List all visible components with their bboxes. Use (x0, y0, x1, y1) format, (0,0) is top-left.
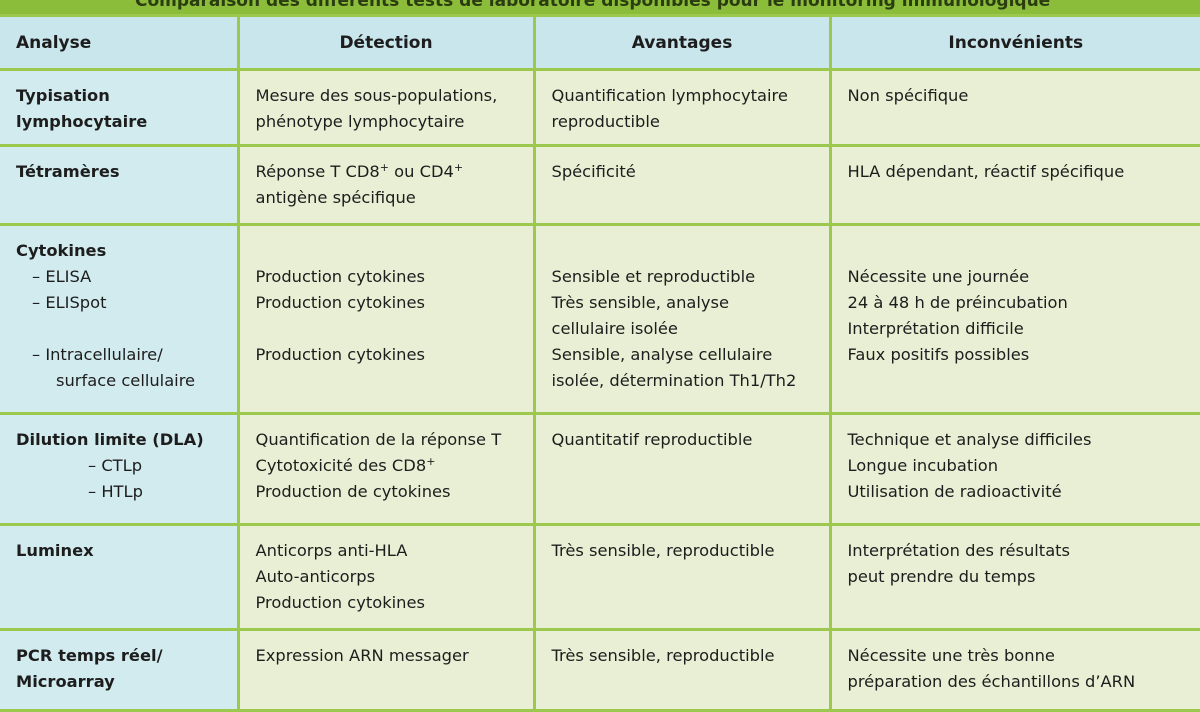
cell-inconvenients: Interprétation des résultats peut prendr… (828, 523, 1200, 631)
header-avantages: Avantages (532, 14, 832, 71)
cell-detection: Réponse T CD8+ ou CD4+ antigène spécifiq… (236, 144, 536, 226)
table-row: Tétramères Réponse T CD8+ ou CD4+ antigè… (0, 144, 1200, 226)
cell-inconvenients: HLA dépendant, réactif spécifique (828, 144, 1200, 226)
cell-avantages: Spécificité (532, 144, 832, 226)
cell-avantages: Très sensible, reproductible (532, 523, 832, 631)
header-inconvenients: Inconvénients (828, 14, 1200, 71)
table-row: Dilution limite (DLA) – CTLp – HTLp Quan… (0, 412, 1200, 526)
cell-detection: Expression ARN messager (236, 628, 536, 712)
cell-analyse: PCR temps réel/ Microarray (0, 628, 240, 712)
cell-avantages: Très sensible, reproductible (532, 628, 832, 712)
comparison-table: Analyse Détection Avantages Inconvénient… (0, 14, 1200, 712)
cell-avantages: Quantitatif reproductible (532, 412, 832, 526)
cell-analyse: Typisation lymphocytaire (0, 68, 240, 147)
cell-inconvenients: Non spécifique (828, 68, 1200, 147)
table-row: Cytokines – ELISA – ELISpot – Intracellu… (0, 223, 1200, 415)
cell-detection: Mesure des sous-populations, phénotype l… (236, 68, 536, 147)
cell-analyse: Tétramères (0, 144, 240, 226)
header-analyse: Analyse (0, 14, 240, 71)
table-row: PCR temps réel/ Microarray Expression AR… (0, 628, 1200, 712)
header-row: Analyse Détection Avantages Inconvénient… (0, 14, 1200, 71)
table-title: Comparaison des différents tests de labo… (135, 0, 1051, 11)
cell-avantages: Quantification lymphocytaire reproductib… (532, 68, 832, 147)
cell-analyse: Luminex (0, 523, 240, 631)
cell-avantages: Sensible et reproductible Très sensible,… (532, 223, 832, 415)
cell-inconvenients: Nécessite une journée 24 à 48 h de préin… (828, 223, 1200, 415)
header-detection: Détection (236, 14, 536, 71)
cell-inconvenients: Technique et analyse difficiles Longue i… (828, 412, 1200, 526)
cell-detection: Anticorps anti-HLA Auto-anticorps Produc… (236, 523, 536, 631)
cell-analyse: Dilution limite (DLA) – CTLp – HTLp (0, 412, 240, 526)
cell-detection: Production cytokines Production cytokine… (236, 223, 536, 415)
cell-inconvenients: Nécessite une très bonne préparation des… (828, 628, 1200, 712)
cell-analyse: Cytokines – ELISA – ELISpot – Intracellu… (0, 223, 240, 415)
table-row: Luminex Anticorps anti-HLA Auto-anticorp… (0, 523, 1200, 631)
table-row: Typisation lymphocytaire Mesure des sous… (0, 68, 1200, 147)
cell-detection: Quantification de la réponse T Cytotoxic… (236, 412, 536, 526)
title-bar: Comparaison des différents tests de labo… (0, 0, 1200, 14)
